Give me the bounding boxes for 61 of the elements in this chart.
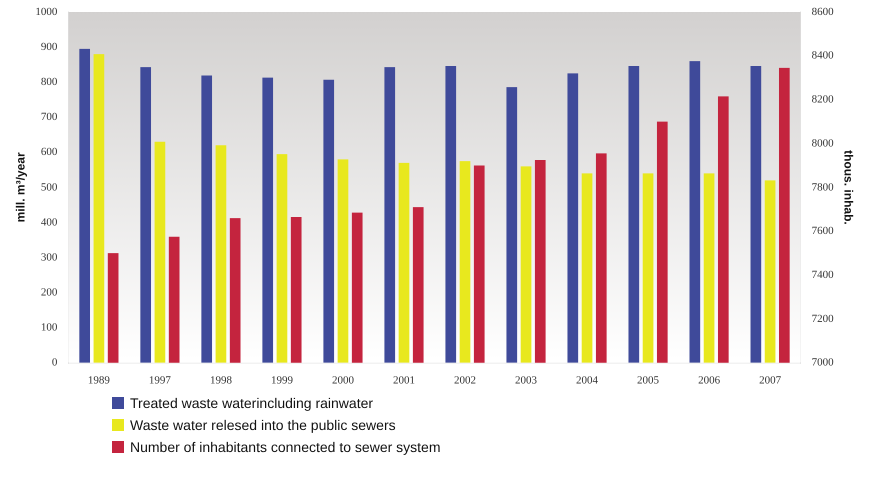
y-tick-label: 400 [40,216,58,228]
bar [262,78,274,363]
y-tick-label: 700 [40,111,58,124]
bar [140,67,152,363]
bar [506,87,518,363]
bar [642,173,654,363]
bar [690,61,700,363]
bar [567,73,578,363]
y2-tick-label: 7600 [812,225,834,238]
y-tick-label: 900 [40,40,58,53]
bar [276,154,288,363]
bar [154,142,166,363]
bar [94,54,104,363]
x-tick-label: 2000 [332,374,354,386]
x-tick-label: 2004 [576,374,599,386]
bar [628,66,640,363]
y2-tick-label: 7400 [812,268,834,281]
y-tick-label: 1000 [35,6,58,18]
x-tick-label: 2001 [392,374,415,386]
y2-tick-label: 8200 [812,94,834,106]
bar [398,162,410,363]
bar [445,66,456,363]
bar [750,66,762,363]
legend-label: Number of inhabitants connected to sewer system [130,439,440,455]
y-tick-label: 800 [40,76,58,88]
y-tick-label: 100 [40,322,58,334]
y-tick-label: 500 [40,181,58,194]
y2-tick-label: 8600 [812,6,834,18]
x-tick-label: 1989 [88,374,110,386]
bar [460,161,470,363]
bar [323,80,334,363]
bar [582,173,592,363]
y-tick-label: 300 [40,251,58,264]
y2-tick-label: 7200 [812,312,834,325]
y2-tick-label: 7000 [812,356,834,369]
y2-tick-label: 8000 [812,137,834,150]
bar [384,67,396,363]
legend-label: Waste water relesed into the public sewers [130,417,396,433]
y2-tick-label: 8400 [812,50,834,62]
bar [338,159,348,363]
y-tick-label: 200 [40,286,58,299]
bar [201,75,212,363]
x-tick-label: 2005 [637,374,660,386]
bar [216,145,226,363]
y2-axis-title: thous. inhab. [841,150,856,225]
x-tick-label: 2006 [698,374,721,386]
x-tick-label: 1997 [148,374,172,386]
x-tick-label: 1999 [270,374,294,386]
bar [79,48,90,363]
x-tick-label: 2003 [515,374,538,386]
y-tick-label: 0 [52,356,58,369]
bar [704,173,714,363]
legend-label: Treated waste waterincluding rainwater [130,395,374,411]
y-axis-title: mill. m³/year [14,152,28,222]
x-tick-label: 1998 [210,374,232,386]
y2-tick-label: 7800 [812,181,834,194]
x-tick-label: 2007 [759,374,782,386]
y-tick-label: 600 [40,146,58,158]
bar [764,180,776,363]
bar [520,166,532,363]
x-tick-label: 2002 [454,374,476,386]
